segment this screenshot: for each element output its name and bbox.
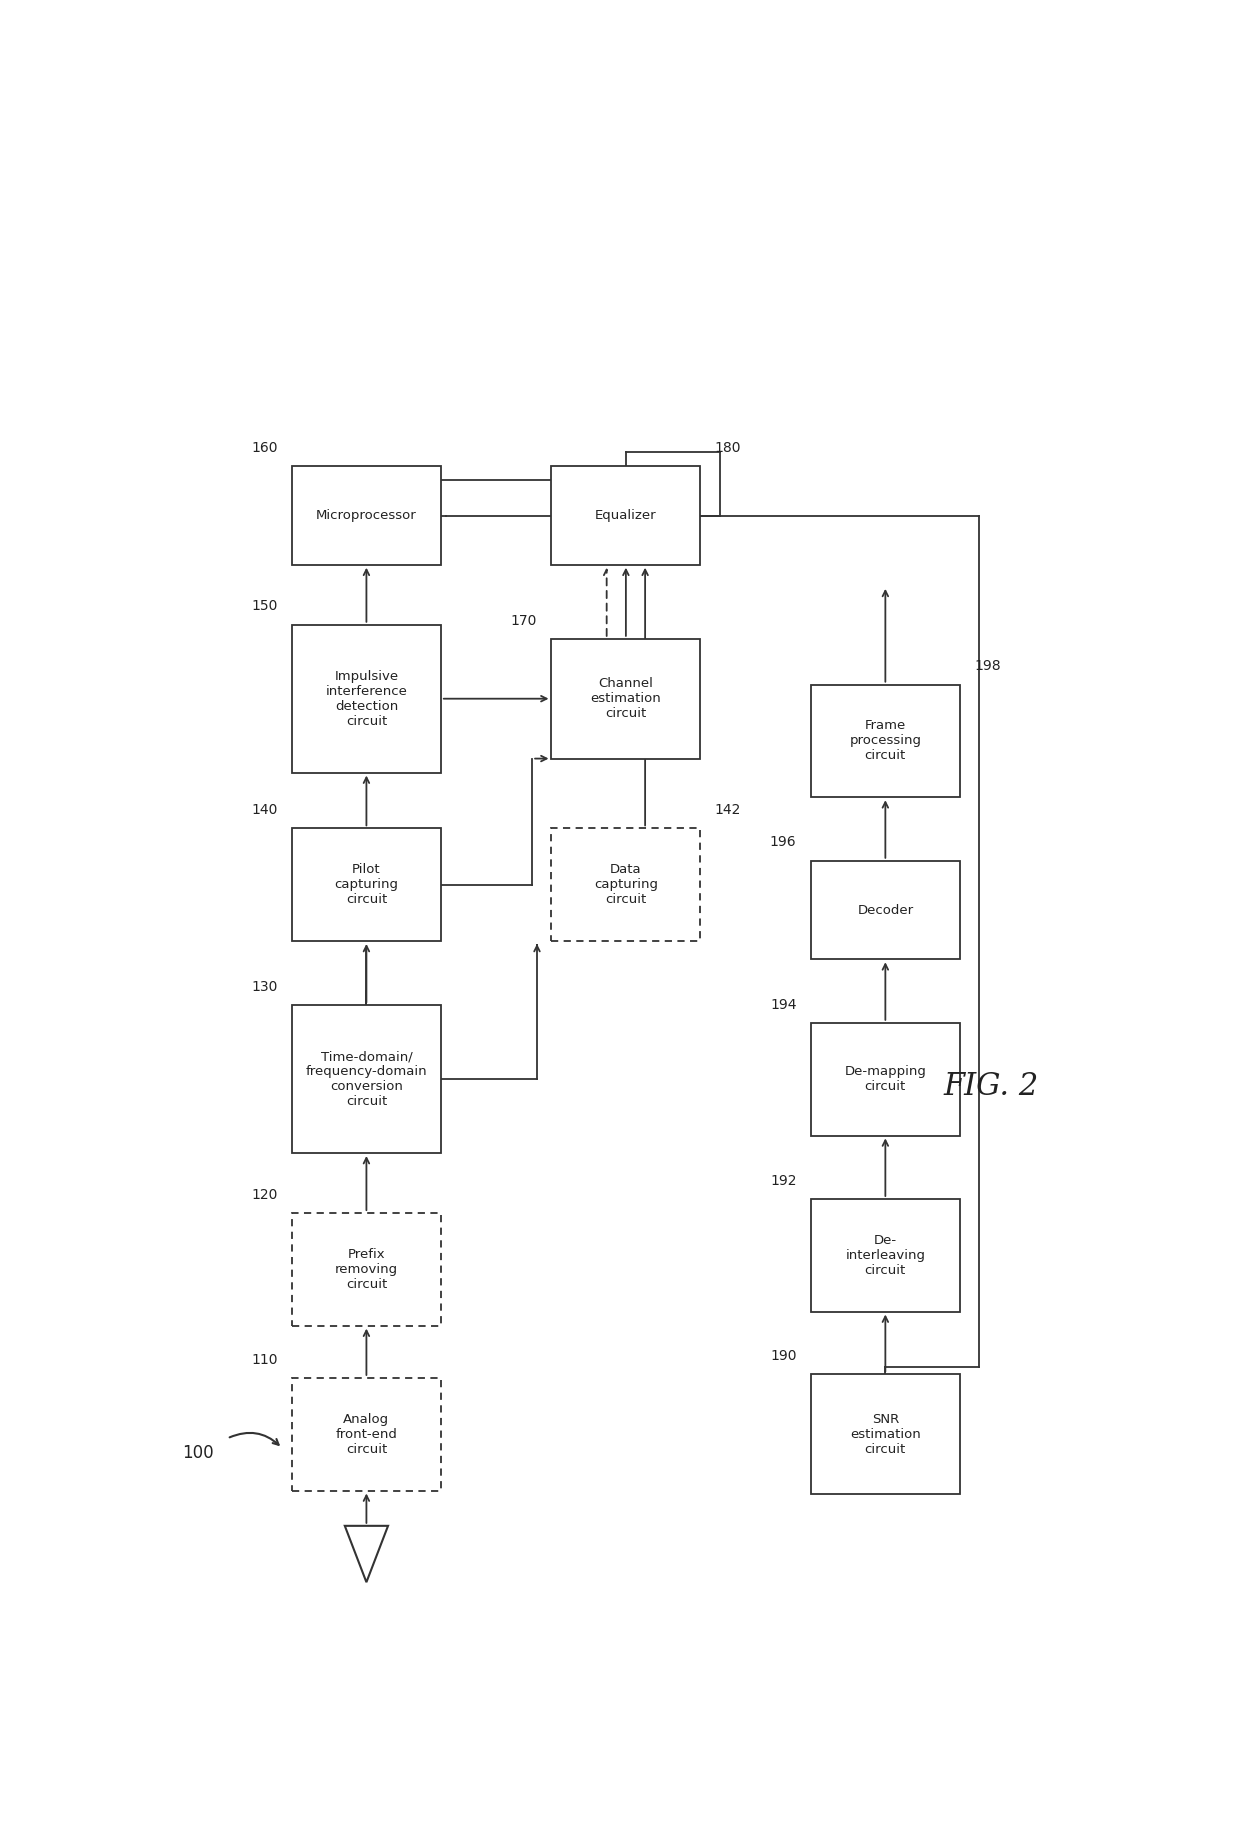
- FancyBboxPatch shape: [291, 1213, 441, 1325]
- Text: 130: 130: [252, 979, 278, 994]
- FancyBboxPatch shape: [552, 639, 701, 759]
- Text: De-mapping
circuit: De-mapping circuit: [844, 1065, 926, 1093]
- FancyBboxPatch shape: [552, 467, 701, 565]
- FancyBboxPatch shape: [291, 467, 441, 565]
- Text: Decoder: Decoder: [857, 904, 914, 917]
- Text: 194: 194: [770, 997, 796, 1012]
- Text: 120: 120: [252, 1188, 278, 1202]
- Text: FIG. 2: FIG. 2: [944, 1071, 1039, 1102]
- Text: Data
capturing
circuit: Data capturing circuit: [594, 864, 658, 906]
- Text: 196: 196: [770, 836, 796, 849]
- Text: Equalizer: Equalizer: [595, 509, 657, 522]
- Text: Prefix
removing
circuit: Prefix removing circuit: [335, 1248, 398, 1290]
- Text: 170: 170: [511, 613, 537, 628]
- Text: Time-domain/
frequency-domain
conversion
circuit: Time-domain/ frequency-domain conversion…: [305, 1050, 428, 1109]
- Text: 140: 140: [252, 803, 278, 816]
- Text: De-
interleaving
circuit: De- interleaving circuit: [846, 1233, 925, 1277]
- Text: Analog
front-end
circuit: Analog front-end circuit: [336, 1413, 397, 1455]
- Text: Pilot
capturing
circuit: Pilot capturing circuit: [335, 864, 398, 906]
- FancyBboxPatch shape: [291, 624, 441, 772]
- FancyBboxPatch shape: [291, 829, 441, 941]
- FancyBboxPatch shape: [811, 1199, 960, 1312]
- Text: 142: 142: [714, 803, 742, 816]
- FancyBboxPatch shape: [811, 1374, 960, 1493]
- Text: 192: 192: [770, 1173, 796, 1188]
- Text: Frame
processing
circuit: Frame processing circuit: [849, 719, 921, 763]
- Text: 100: 100: [182, 1444, 215, 1462]
- Text: 160: 160: [250, 441, 278, 456]
- FancyBboxPatch shape: [811, 1023, 960, 1135]
- Text: Channel
estimation
circuit: Channel estimation circuit: [590, 677, 661, 721]
- Text: 110: 110: [250, 1352, 278, 1367]
- Text: 190: 190: [770, 1349, 796, 1363]
- Text: 180: 180: [714, 441, 742, 456]
- Text: 150: 150: [252, 600, 278, 613]
- Text: 198: 198: [975, 659, 1001, 673]
- Text: Microprocessor: Microprocessor: [316, 509, 417, 522]
- FancyBboxPatch shape: [552, 829, 701, 941]
- Polygon shape: [345, 1526, 388, 1583]
- FancyBboxPatch shape: [291, 1005, 441, 1153]
- Text: SNR
estimation
circuit: SNR estimation circuit: [849, 1413, 921, 1455]
- FancyBboxPatch shape: [811, 684, 960, 798]
- FancyBboxPatch shape: [291, 1378, 441, 1491]
- FancyBboxPatch shape: [811, 860, 960, 959]
- Text: Impulsive
interference
detection
circuit: Impulsive interference detection circuit: [325, 670, 408, 728]
